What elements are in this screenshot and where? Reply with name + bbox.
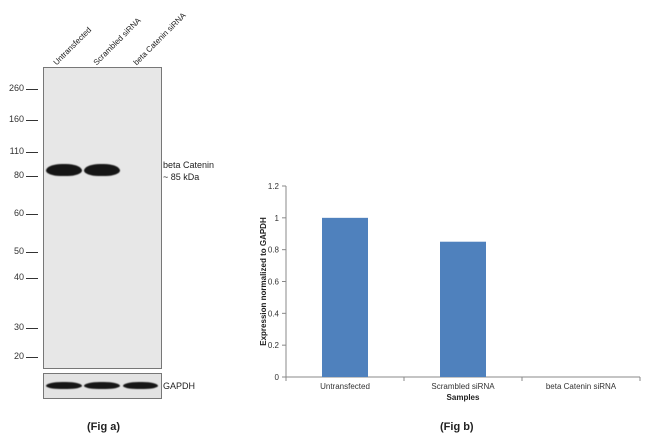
mw-tick xyxy=(26,328,38,329)
mw-marker-40: 40 xyxy=(13,272,24,282)
x-tick-label: Scrambled siRNA xyxy=(431,382,495,391)
mw-tick xyxy=(26,176,38,177)
y-tick-label: 1 xyxy=(275,214,280,223)
mw-marker-50: 50 xyxy=(13,246,24,256)
gapdh-band-beta-catenin-sirna xyxy=(123,382,158,389)
mw-marker-160: 160 xyxy=(8,114,24,124)
gapdh-band-scrambled-sirna xyxy=(84,382,120,389)
fig-a-caption: (Fig a) xyxy=(87,421,120,433)
mw-marker-20: 20 xyxy=(13,351,24,361)
gapdh-blot xyxy=(43,373,162,399)
blot-membrane xyxy=(43,67,162,369)
y-tick-label: 0.6 xyxy=(268,278,280,287)
y-tick-label: 0.8 xyxy=(268,246,280,255)
y-tick-label: 1.2 xyxy=(268,182,280,191)
x-tick-label: Untransfected xyxy=(320,382,370,391)
x-axis-title: Samples xyxy=(447,393,480,402)
y-tick-label: 0.4 xyxy=(268,309,280,318)
mw-tick xyxy=(26,252,38,253)
x-tick-label: beta Catenin siRNA xyxy=(546,382,617,391)
bar-untransfected xyxy=(322,217,368,377)
mw-tick xyxy=(26,89,38,90)
y-tick-label: 0 xyxy=(275,373,280,382)
mw-tick xyxy=(26,152,38,153)
mw-marker-260: 260 xyxy=(8,83,24,93)
y-tick-label: 0.2 xyxy=(268,341,280,350)
mw-tick xyxy=(26,120,38,121)
band-scrambled-sirna xyxy=(84,164,120,176)
mw-marker-80: 80 xyxy=(13,170,24,180)
gapdh-label: GAPDH xyxy=(163,381,196,391)
mw-tick xyxy=(26,278,38,279)
band-label-size: ~ 85 kDa xyxy=(163,172,200,182)
bar-scrambled-sirna xyxy=(440,241,486,377)
gapdh-band-untransfected xyxy=(46,382,82,389)
mw-marker-60: 60 xyxy=(13,208,24,218)
band-untransfected xyxy=(46,164,82,176)
mw-marker-30: 30 xyxy=(13,322,24,332)
mw-marker-110: 110 xyxy=(9,146,24,156)
fig-b-caption: (Fig b) xyxy=(440,421,474,433)
mw-tick xyxy=(26,214,38,215)
band-label-beta-catenin: beta Catenin xyxy=(163,160,215,170)
mw-tick xyxy=(26,357,38,358)
y-axis-title: Expression normalized to GAPDH xyxy=(259,217,268,346)
